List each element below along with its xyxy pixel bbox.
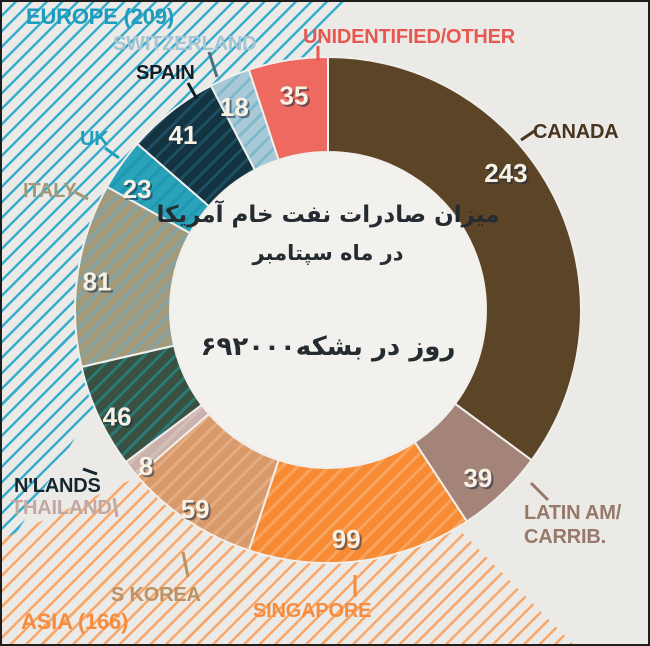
segment-value-thailand: 8 bbox=[139, 451, 153, 481]
segment-value-shadow-canada: 243 bbox=[486, 160, 529, 190]
segment-value-shadow-singapore: 99 bbox=[334, 526, 363, 556]
segment-value-switzerland: 18 bbox=[220, 92, 249, 122]
label-italy: ITALY bbox=[23, 180, 77, 202]
segment-value-shadow-latin-am-carrib: 39 bbox=[465, 465, 494, 495]
segment-value-shadow-spain: 41 bbox=[170, 122, 199, 152]
group-label-asia: ASIA (166) bbox=[21, 609, 129, 634]
segment-value-shadow-switzerland: 18 bbox=[222, 94, 251, 124]
leader-latin-am-carrib bbox=[529, 481, 550, 502]
label-switzerland: SWITZERLAND bbox=[113, 33, 257, 55]
leader-italy bbox=[72, 189, 89, 201]
segment-value-uk: 23 bbox=[123, 174, 152, 204]
label-uk: UK bbox=[80, 128, 109, 150]
label-thailand: THAILAND bbox=[11, 497, 112, 519]
segment-value-canada: 243 bbox=[484, 158, 527, 188]
leader-s-korea bbox=[181, 551, 190, 578]
label-unidentified-other: UNIDENTIFIED/OTHER bbox=[303, 26, 515, 48]
center-title-line2: در ماه سپتامبر bbox=[252, 241, 404, 265]
segment-value-shadow-n-lands: 46 bbox=[105, 404, 134, 434]
leader-n-lands bbox=[82, 467, 98, 476]
label-spain: SPAIN bbox=[136, 62, 195, 84]
segment-value-shadow-italy: 81 bbox=[85, 269, 114, 299]
segment-value-shadow-s-korea: 59 bbox=[183, 496, 212, 526]
group-label-europe: EUROPE (209) bbox=[26, 4, 174, 29]
segment-unidentified-other bbox=[247, 55, 329, 162]
label-latin-am-carrib: LATIN AM/ CARRIB. bbox=[524, 502, 622, 549]
label-singapore: SINGAPORE bbox=[253, 600, 372, 622]
segment-value-s-korea: 59 bbox=[181, 494, 210, 524]
center-title-line1: میزان صادرات نفت خام آمریکا bbox=[156, 202, 500, 228]
segment-value-n-lands: 46 bbox=[103, 402, 132, 432]
segment-canada bbox=[327, 55, 582, 462]
segment-value-unidentified-other: 35 bbox=[280, 81, 309, 111]
label-s-korea: S KOREA bbox=[111, 584, 201, 606]
donut-hole bbox=[171, 153, 485, 467]
center-title-line3: روز در بشکه۶۹۲۰۰۰ bbox=[200, 332, 456, 362]
segment-value-shadow-thailand: 8 bbox=[141, 453, 155, 483]
label-canada: CANADA bbox=[533, 121, 619, 143]
segment-value-spain: 41 bbox=[168, 120, 197, 150]
segment-value-italy: 81 bbox=[83, 267, 112, 297]
leader-spain bbox=[186, 82, 199, 100]
segment-value-singapore: 99 bbox=[332, 524, 361, 554]
leader-switzerland bbox=[207, 51, 219, 78]
segment-value-latin-am-carrib: 39 bbox=[463, 463, 492, 493]
leader-thailand bbox=[112, 497, 119, 518]
leader-uk bbox=[104, 146, 120, 160]
leader-canada bbox=[520, 128, 537, 142]
segment-value-shadow-uk: 23 bbox=[125, 176, 154, 206]
segment-value-shadow-unidentified-other: 35 bbox=[282, 83, 311, 113]
label-n-lands: N'LANDS bbox=[14, 475, 101, 497]
